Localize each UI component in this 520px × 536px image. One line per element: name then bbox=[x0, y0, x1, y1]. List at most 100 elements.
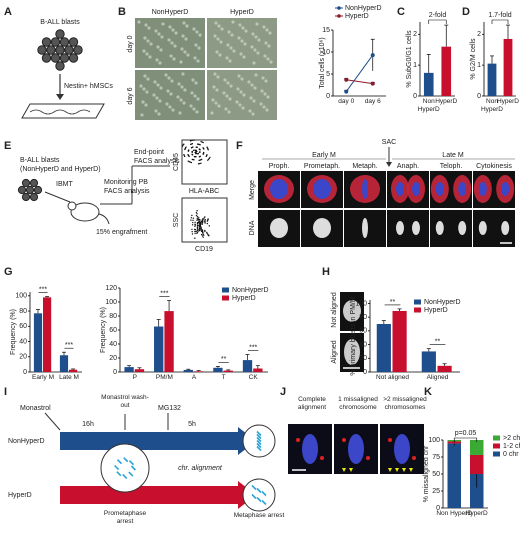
cell bbox=[21, 178, 31, 188]
cell bbox=[215, 50, 219, 54]
dot bbox=[194, 224, 197, 226]
cell bbox=[156, 83, 160, 87]
dot bbox=[194, 221, 196, 223]
dot bbox=[202, 233, 204, 235]
cell bbox=[238, 23, 242, 27]
dna bbox=[343, 300, 361, 322]
dot bbox=[201, 235, 204, 237]
cell bbox=[218, 53, 222, 57]
dot bbox=[204, 229, 206, 232]
cell bbox=[145, 52, 149, 56]
arrowhead bbox=[342, 468, 346, 472]
arrowhead bbox=[409, 468, 413, 472]
dot bbox=[202, 236, 204, 238]
dot bbox=[190, 161, 193, 164]
cell bbox=[240, 77, 244, 81]
cell bbox=[55, 61, 65, 71]
dna bbox=[412, 221, 420, 235]
bar bbox=[59, 355, 69, 372]
dot bbox=[200, 233, 203, 236]
cell bbox=[227, 30, 231, 34]
cell bbox=[219, 40, 223, 44]
dot bbox=[199, 229, 201, 231]
cell bbox=[263, 92, 267, 96]
label: 16h bbox=[82, 421, 94, 428]
dot bbox=[191, 233, 194, 235]
legend-swatch bbox=[414, 299, 421, 305]
cell bbox=[192, 107, 196, 111]
group-label: Late M bbox=[442, 152, 464, 159]
bar bbox=[164, 311, 174, 372]
cell bbox=[194, 81, 198, 85]
cell bbox=[179, 98, 183, 102]
label: FACS analysis bbox=[104, 188, 150, 195]
arrowhead bbox=[395, 468, 399, 472]
label: Monastrol bbox=[20, 405, 51, 412]
cell bbox=[33, 185, 43, 195]
cell bbox=[172, 57, 176, 61]
dot bbox=[201, 230, 204, 232]
dot bbox=[201, 221, 204, 224]
x-tick-label: HyperD bbox=[496, 98, 520, 105]
cell bbox=[55, 45, 65, 55]
cell bbox=[147, 26, 151, 30]
cell bbox=[139, 84, 143, 88]
cell bbox=[140, 113, 144, 117]
dot bbox=[200, 158, 203, 161]
cell bbox=[250, 83, 254, 87]
arrowhead bbox=[402, 468, 406, 472]
label-box: Metaphase arrest bbox=[234, 512, 285, 519]
cell bbox=[193, 94, 197, 98]
chromosome bbox=[122, 473, 128, 479]
cell bbox=[264, 41, 268, 45]
significance: ** bbox=[435, 339, 441, 346]
cell bbox=[237, 36, 241, 40]
y-tick-label: 1 bbox=[477, 62, 481, 69]
dot bbox=[200, 227, 202, 230]
legend-label: 0 chr bbox=[503, 451, 519, 458]
cell bbox=[182, 21, 186, 25]
dot bbox=[197, 221, 200, 224]
bar bbox=[376, 324, 391, 372]
chromosome bbox=[256, 442, 262, 449]
cell bbox=[154, 29, 158, 33]
cell bbox=[229, 46, 233, 50]
chromosome bbox=[256, 487, 262, 494]
cell bbox=[252, 61, 256, 65]
dot bbox=[199, 224, 201, 227]
x-tick-label: T bbox=[221, 374, 226, 381]
cell bbox=[154, 109, 158, 113]
cell bbox=[240, 39, 244, 43]
y-tick-label: 15 bbox=[322, 27, 330, 34]
cell bbox=[226, 43, 230, 47]
cell bbox=[243, 42, 247, 46]
bar-segment bbox=[470, 440, 484, 455]
cell bbox=[232, 49, 236, 53]
dot bbox=[189, 140, 192, 142]
cell bbox=[183, 50, 187, 54]
y-axis-label: Frequency (%) bbox=[10, 309, 17, 355]
x-tick-label: PM/M bbox=[155, 374, 173, 381]
dot bbox=[183, 155, 186, 158]
dot bbox=[197, 152, 199, 155]
dot bbox=[200, 162, 202, 164]
y-tick-label: 10 bbox=[322, 49, 330, 56]
y-tick-label: 50 bbox=[432, 471, 440, 478]
dot bbox=[200, 230, 203, 233]
y-tick-label: 0 bbox=[113, 369, 117, 376]
image-label: 1 missaligned chromosome bbox=[338, 396, 378, 411]
dot bbox=[209, 156, 211, 159]
chromosome bbox=[261, 490, 267, 497]
cell bbox=[182, 101, 186, 105]
dot bbox=[196, 224, 199, 226]
y-axis-label: % G2/M cells bbox=[470, 38, 477, 80]
cell bbox=[165, 102, 169, 106]
x-tick-label: CK bbox=[248, 374, 258, 381]
cell bbox=[59, 53, 70, 63]
dot bbox=[190, 217, 193, 219]
dot bbox=[203, 217, 205, 219]
label-box: >2 missaligned chromosomes bbox=[383, 396, 427, 411]
cell bbox=[268, 31, 272, 35]
dna bbox=[478, 221, 487, 235]
cell bbox=[68, 53, 79, 63]
